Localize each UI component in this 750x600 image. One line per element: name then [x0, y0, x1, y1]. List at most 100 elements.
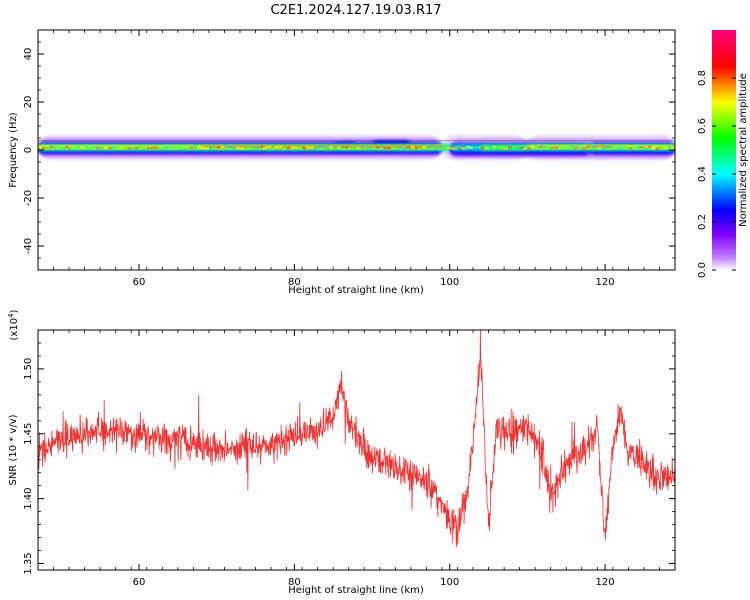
spectrogram-cell: [212, 147, 217, 150]
spectrogram-cell: [119, 146, 124, 150]
spectrogram-cell: [550, 146, 555, 149]
spectrogram-cell: [333, 146, 338, 149]
spectrogram-cell: [511, 146, 516, 149]
spectrogram-cell: [127, 146, 132, 150]
spectrogram-cell: [601, 147, 606, 150]
spectrogram-cell: [480, 146, 485, 149]
spectrogram-cell: [286, 146, 291, 150]
spectrogram-cell: [372, 147, 376, 150]
spectrogram-cell: [181, 146, 186, 150]
spectrogram-cell: [597, 146, 602, 150]
spectrogram-cell: [41, 146, 46, 150]
spectrogram-y-tick-label: -20: [23, 190, 34, 206]
spectrogram-cell: [317, 145, 322, 149]
spectrogram-cell: [162, 146, 167, 149]
snr-x-label: Height of straight line (km): [288, 585, 424, 596]
spectrogram-cell: [445, 147, 450, 150]
snr-x-tick-label: 80: [288, 577, 301, 588]
spectrogram-cell: [527, 147, 532, 150]
spectrogram-cell: [581, 147, 586, 150]
spectrogram-cell: [488, 145, 493, 148]
spectrogram-cell: [465, 146, 470, 149]
spectrogram-y-tick-label: 40: [23, 48, 34, 61]
spectrogram-cell: [115, 145, 120, 149]
spectrogram-cell: [154, 146, 159, 149]
spectrogram-cell: [88, 146, 93, 149]
spectrogram-cell: [263, 146, 268, 149]
spectrogram-cell: [640, 146, 644, 149]
spectrogram-cell: [624, 146, 629, 149]
spectrogram-cell: [379, 145, 384, 148]
spectrogram-cell: [166, 146, 171, 149]
spectrogram-cell: [410, 145, 415, 149]
spectrogram-cell: [313, 147, 318, 150]
spectrogram-cell: [484, 146, 489, 150]
snr-panel: 60 80 100 120 1.35 1.40 1.45 1.50 Height of st…: [7, 309, 676, 596]
spectrogram-x-label: Height of straight line (km): [288, 285, 424, 296]
spectrogram-cell: [61, 146, 66, 150]
spectrogram-cell: [189, 146, 194, 150]
spectrogram-cell: [434, 147, 439, 150]
spectrogram-cell: [236, 146, 240, 150]
spectrogram-cell: [542, 145, 547, 149]
spectrogram-cell: [496, 147, 501, 150]
spectrogram-cell: [208, 146, 213, 150]
spectrogram-cell: [84, 146, 89, 149]
spectrogram-cell: [562, 146, 567, 149]
spectrogram-cell: [608, 145, 613, 149]
spectrogram-cell: [531, 145, 536, 148]
spectrogram-cell: [383, 147, 388, 150]
spectrogram-cell: [271, 145, 275, 148]
colorbar-tick-label: 0.4: [697, 166, 708, 182]
spectrogram-cell: [414, 146, 419, 150]
spectrogram-cell: [360, 145, 365, 148]
spectrogram-cell: [519, 146, 524, 150]
spectrogram-cell: [663, 146, 668, 150]
spectrogram-cell: [247, 146, 252, 149]
spectrogram-cell: [340, 146, 345, 149]
spectrogram-cell: [647, 145, 652, 148]
colorbar: 0.0 0.2 0.4 0.6 0.8 Normalized spectral ampl…: [697, 30, 749, 278]
spectrogram-cell: [616, 146, 621, 149]
spectrogram-cell: [302, 147, 307, 150]
spectrogram-cell: [123, 146, 128, 149]
colorbar-tick-label: 0.0: [697, 262, 708, 278]
spectrogram-cell: [574, 146, 578, 149]
spectrogram-cell: [131, 147, 136, 150]
spectrogram-cell: [426, 145, 431, 149]
spectrogram-cell: [387, 147, 392, 150]
colorbar-tick-label: 0.2: [697, 214, 708, 230]
spectrogram-cell: [515, 147, 520, 150]
spectrogram-cell: [655, 147, 660, 150]
spectrogram-cell: [309, 146, 314, 149]
spectrogram-cell: [57, 146, 62, 149]
spectrogram-cell: [69, 147, 73, 150]
spectrogram-cell: [507, 146, 512, 149]
colorbar-gradient: [712, 30, 736, 270]
spectrogram-x-ticks: 60 80 100 120: [37, 30, 676, 288]
spectrogram-cell: [185, 146, 190, 150]
spectrogram-cell: [589, 145, 594, 149]
spectrogram-y-tick-label: -40: [23, 238, 34, 254]
spectrogram-x-tick-label: 80: [288, 277, 301, 288]
spectrogram-cell: [539, 145, 543, 149]
spectrogram-cell: [173, 146, 178, 149]
spectrogram-cell: [197, 145, 202, 149]
snr-series-line: [38, 330, 675, 548]
spectrogram-cell: [457, 145, 462, 148]
spectrogram-cell: [438, 146, 442, 149]
spectrogram-cell: [290, 146, 295, 149]
spectrogram-cell: [418, 146, 423, 149]
spectrogram-cell: [469, 146, 474, 149]
spectrogram-cell: [612, 146, 617, 149]
spectrogram-cell: [65, 146, 70, 149]
spectrogram-cell: [461, 147, 466, 150]
spectrogram-cell: [667, 146, 672, 149]
spectrogram-cell: [337, 146, 341, 149]
snr-x-tick-label: 100: [440, 577, 459, 588]
spectrogram-cell: [329, 145, 334, 149]
spectrogram-cell: [100, 146, 105, 150]
spectrogram-cell: [671, 147, 675, 150]
spectrogram-cell: [282, 146, 287, 149]
